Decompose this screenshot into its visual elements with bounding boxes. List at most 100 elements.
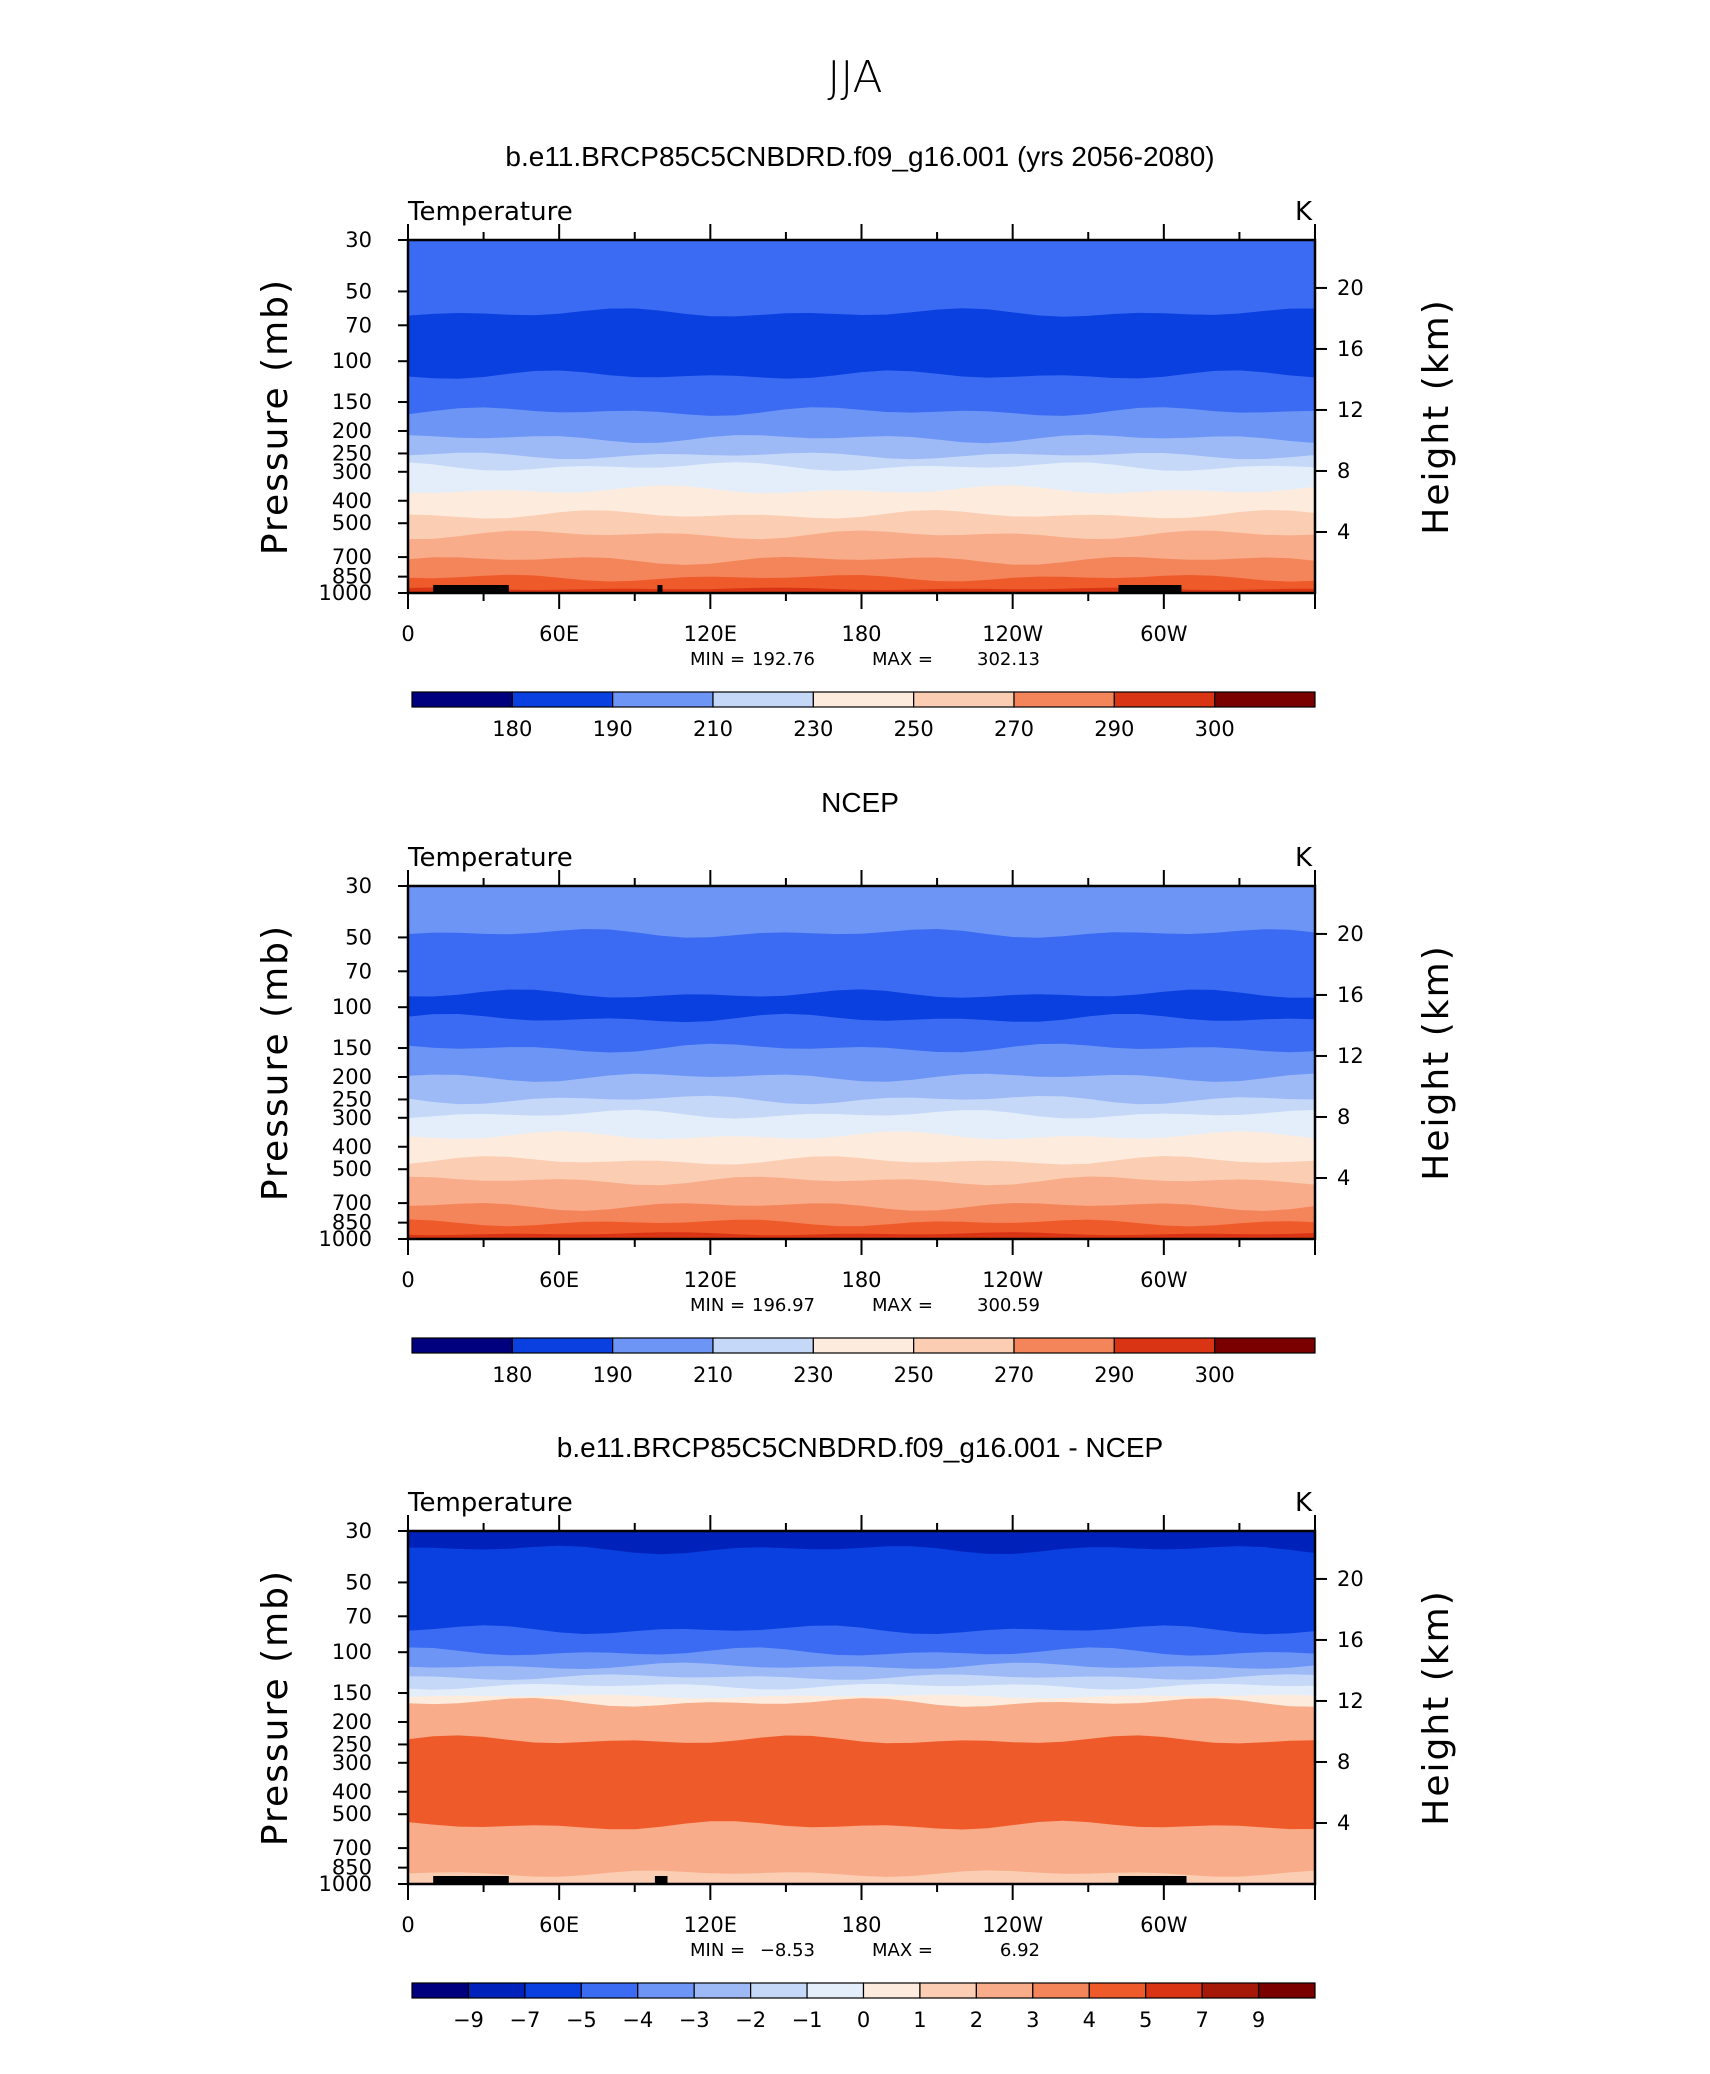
colorbar-label: 230	[793, 717, 833, 741]
colorbar-box	[975, 1982, 1034, 1999]
y-tick-label: 700	[332, 545, 372, 569]
colorbar-label: 210	[693, 1363, 733, 1387]
y-tick-label: 1000	[319, 1872, 372, 1896]
max-value: 302.13	[977, 649, 1040, 670]
colorbar-box	[524, 1982, 582, 1999]
x-tick-label: 180	[841, 1268, 881, 1292]
colorbar-box	[1257, 1982, 1316, 1999]
colorbar-label: 300	[1195, 717, 1235, 741]
colorbar-box	[511, 1337, 614, 1354]
x-tick-label: 60E	[539, 1268, 579, 1292]
terrain-mask	[1118, 1876, 1187, 1884]
colorbar-box	[712, 691, 814, 708]
min-value: −8.53	[760, 1940, 815, 1961]
colorbar-label: 300	[1195, 1363, 1235, 1387]
panel-subtitle: Temperature	[407, 197, 573, 227]
colorbar-label: 230	[793, 1363, 833, 1387]
min-label: MIN =	[690, 1940, 745, 1961]
y-axis-right-label: Height (km)	[1416, 1589, 1457, 1825]
units-label: K	[1295, 843, 1313, 873]
colorbar-label: 180	[492, 1363, 532, 1387]
y-tick-label: 850	[332, 1211, 372, 1235]
y-tick-label: 100	[332, 995, 372, 1019]
y-tick-right-label: 12	[1337, 398, 1364, 422]
y-axis-right-label: Height (km)	[1416, 944, 1457, 1180]
colorbar-box	[411, 1982, 470, 1999]
colorbar-box	[712, 1337, 814, 1354]
min-label: MIN =	[690, 649, 745, 670]
y-tick-right-label: 20	[1337, 276, 1364, 300]
colorbar-box	[750, 1982, 808, 1999]
colorbar-label: 250	[894, 1363, 934, 1387]
colorbar-label: −9	[453, 2008, 484, 2032]
x-tick-label: 120E	[684, 1913, 737, 1937]
y-tick-right-label: 4	[1337, 520, 1350, 544]
y-tick-right-label: 8	[1337, 1750, 1350, 1774]
x-tick-label: 120W	[982, 622, 1043, 646]
colorbar-label: 270	[994, 717, 1034, 741]
colorbar-box	[637, 1982, 695, 1999]
y-tick-label: 500	[332, 1157, 372, 1181]
y-tick-label: 850	[332, 1856, 372, 1880]
y-tick-label: 1000	[319, 581, 372, 605]
y-tick-label: 250	[332, 441, 372, 465]
colorbar-label: 270	[994, 1363, 1034, 1387]
x-tick-label: 0	[401, 622, 414, 646]
colorbar-box	[511, 691, 614, 708]
panel-1: b.e11.BRCP85C5CNBDRD.f09_g16.001 (yrs 20…	[255, 141, 1457, 741]
colorbar-label: 290	[1094, 1363, 1134, 1387]
y-tick-label: 850	[332, 565, 372, 589]
colorbar-label: 5	[1139, 2008, 1152, 2032]
colorbar-label: 290	[1094, 717, 1134, 741]
y-tick-label: 50	[345, 1570, 372, 1594]
colorbar-box	[919, 1982, 977, 1999]
y-tick-label: 250	[332, 1087, 372, 1111]
y-tick-label: 400	[332, 489, 372, 513]
x-tick-label: 180	[841, 1913, 881, 1937]
x-tick-label: 0	[401, 1913, 414, 1937]
x-tick-label: 120E	[684, 622, 737, 646]
panel-subtitle: Temperature	[407, 1488, 573, 1518]
plot-area	[408, 886, 1315, 1239]
colorbar-label: 190	[593, 1363, 633, 1387]
colorbar-box	[806, 1982, 865, 1999]
y-axis-label: Pressure (mb)	[255, 924, 296, 1201]
min-value: 192.76	[752, 649, 815, 670]
terrain-mask	[1118, 585, 1182, 593]
colorbar-label: −3	[679, 2008, 710, 2032]
x-tick-label: 60E	[539, 1913, 579, 1937]
colorbar-label: 180	[492, 717, 532, 741]
x-tick-label: 0	[401, 1268, 414, 1292]
colorbar-box	[467, 1982, 526, 1999]
y-tick-right-label: 16	[1337, 983, 1364, 1007]
max-label: MAX =	[872, 649, 933, 670]
colorbar-box	[1201, 1982, 1260, 1999]
y-tick-label: 30	[345, 1519, 372, 1543]
panel-title: b.e11.BRCP85C5CNBDRD.f09_g16.001 (yrs 20…	[505, 141, 1214, 172]
y-tick-right-label: 12	[1337, 1689, 1364, 1713]
x-tick-label: 60E	[539, 622, 579, 646]
y-tick-label: 30	[345, 228, 372, 252]
y-tick-label: 500	[332, 511, 372, 535]
colorbar-label: −2	[735, 2008, 766, 2032]
terrain-mask	[654, 1876, 668, 1884]
colorbar-label: −5	[566, 2008, 597, 2032]
y-tick-label: 400	[332, 1780, 372, 1804]
panel-3: b.e11.BRCP85C5CNBDRD.f09_g16.001 - NCEP T…	[255, 1432, 1457, 2032]
contour-band	[408, 1232, 1315, 1239]
colorbar-label: −7	[509, 2008, 540, 2032]
colorbar-label: 210	[693, 717, 733, 741]
colorbar-label: 2	[970, 2008, 983, 2032]
x-tick-label: 120E	[684, 1268, 737, 1292]
x-tick-label: 60W	[1140, 622, 1188, 646]
terrain-mask	[433, 1876, 509, 1884]
colorbar-box	[693, 1982, 752, 1999]
y-tick-label: 70	[345, 959, 372, 983]
terrain-mask	[433, 585, 509, 593]
y-tick-label: 200	[332, 1065, 372, 1089]
colorbar-label: −4	[622, 2008, 653, 2032]
y-tick-label: 100	[332, 349, 372, 373]
y-tick-right-label: 4	[1337, 1166, 1350, 1190]
panel-title: NCEP	[821, 787, 899, 818]
y-tick-right-label: 20	[1337, 1567, 1364, 1591]
